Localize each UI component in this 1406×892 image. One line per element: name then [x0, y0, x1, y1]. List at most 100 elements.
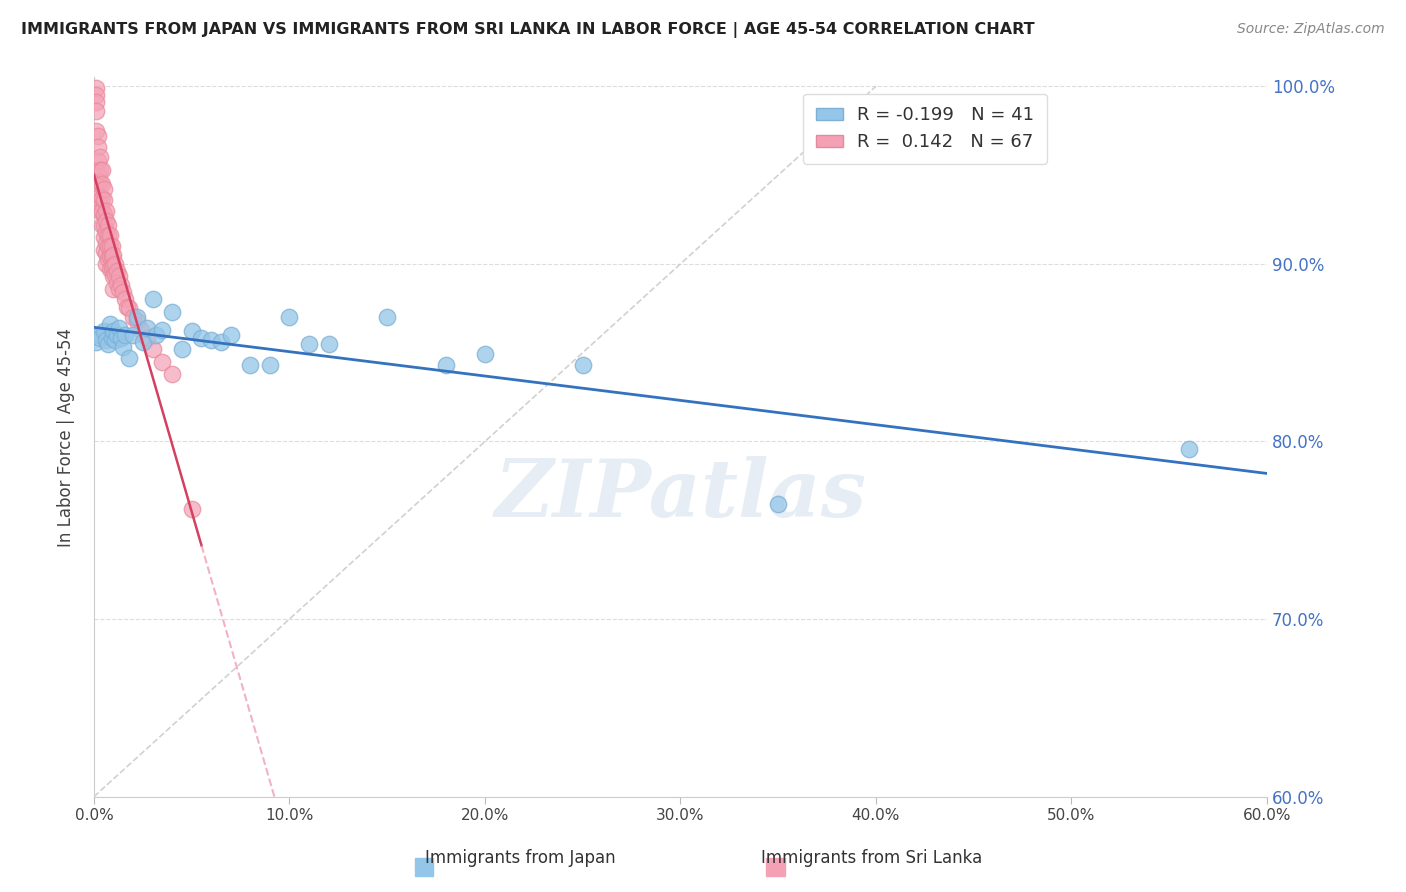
Point: [98, 228, 121, 243]
Point: [104, 268, 127, 282]
Point: [135, 331, 157, 345]
Point: [434, 358, 457, 372]
Point: [100, 250, 122, 264]
Point: [104, 257, 127, 271]
Point: [84, 124, 107, 138]
Point: [160, 305, 183, 319]
Point: [766, 497, 789, 511]
Point: [571, 358, 593, 372]
Point: [375, 310, 398, 325]
Point: [87, 153, 110, 168]
Point: [94, 203, 117, 218]
Text: Source: ZipAtlas.com: Source: ZipAtlas.com: [1237, 22, 1385, 37]
Point: [170, 342, 193, 356]
Point: [93, 182, 115, 196]
Point: [89, 162, 111, 177]
Point: [110, 278, 132, 293]
Point: [84, 104, 107, 119]
Point: [84, 81, 107, 95]
Point: [94, 246, 117, 260]
Point: [90, 191, 112, 205]
Point: [97, 252, 120, 266]
Point: [278, 310, 301, 325]
Text: ZIPatlas: ZIPatlas: [495, 456, 866, 533]
Point: [150, 323, 173, 337]
Point: [90, 162, 112, 177]
Text: Immigrants from Sri Lanka: Immigrants from Sri Lanka: [761, 849, 983, 867]
Y-axis label: In Labor Force | Age 45-54: In Labor Force | Age 45-54: [58, 327, 75, 547]
Point: [87, 129, 110, 144]
Point: [318, 336, 340, 351]
Point: [94, 257, 117, 271]
Point: [87, 177, 110, 191]
Point: [84, 88, 107, 103]
Point: [97, 336, 120, 351]
Point: [103, 259, 125, 273]
Point: [94, 225, 117, 239]
Text: IMMIGRANTS FROM JAPAN VS IMMIGRANTS FROM SRI LANKA IN LABOR FORCE | AGE 45-54 CO: IMMIGRANTS FROM JAPAN VS IMMIGRANTS FROM…: [21, 22, 1035, 38]
Point: [118, 351, 141, 365]
Point: [180, 325, 202, 339]
Point: [160, 367, 183, 381]
Point: [145, 327, 167, 342]
Point: [190, 331, 212, 345]
Text: Immigrants from Japan: Immigrants from Japan: [425, 849, 616, 867]
Point: [118, 301, 141, 316]
Point: [125, 314, 148, 328]
Point: [100, 262, 122, 277]
Point: [105, 277, 128, 291]
Point: [114, 293, 136, 307]
Point: [219, 327, 242, 342]
Point: [135, 321, 157, 335]
Point: [93, 193, 115, 207]
Point: [103, 269, 125, 284]
Point: [112, 285, 135, 300]
Point: [1177, 442, 1199, 456]
Point: [94, 333, 117, 347]
Point: [298, 336, 321, 351]
Point: [84, 334, 107, 349]
Point: [115, 300, 138, 314]
Point: [84, 95, 107, 110]
Point: [89, 175, 111, 189]
Point: [94, 235, 117, 250]
Point: [93, 207, 115, 221]
Point: [142, 293, 165, 307]
Point: [150, 354, 173, 368]
Point: [112, 340, 135, 354]
Point: [259, 358, 281, 372]
Point: [97, 239, 120, 253]
Point: [87, 166, 110, 180]
Point: [93, 325, 115, 339]
Point: [93, 218, 115, 232]
Point: [103, 248, 125, 262]
Point: [98, 250, 121, 264]
Point: [104, 333, 127, 347]
Point: [200, 333, 222, 347]
Point: [89, 327, 111, 342]
Point: [97, 228, 120, 243]
Point: [129, 323, 152, 337]
Point: [103, 325, 125, 339]
Point: [94, 214, 117, 228]
Point: [180, 502, 202, 516]
Point: [98, 262, 121, 277]
Point: [89, 189, 111, 203]
Point: [122, 310, 145, 325]
Point: [108, 269, 131, 284]
Point: [89, 331, 111, 345]
Point: [90, 203, 112, 218]
Point: [93, 243, 115, 257]
Point: [239, 358, 262, 372]
Point: [87, 139, 110, 153]
Point: [125, 310, 148, 325]
Point: [108, 321, 131, 335]
Legend: R = -0.199   N = 41, R =  0.142   N = 67: R = -0.199 N = 41, R = 0.142 N = 67: [803, 94, 1046, 164]
Point: [108, 282, 131, 296]
Point: [90, 218, 112, 232]
Point: [132, 334, 155, 349]
Point: [97, 218, 120, 232]
Point: [105, 327, 128, 342]
Point: [209, 334, 232, 349]
Point: [105, 264, 128, 278]
